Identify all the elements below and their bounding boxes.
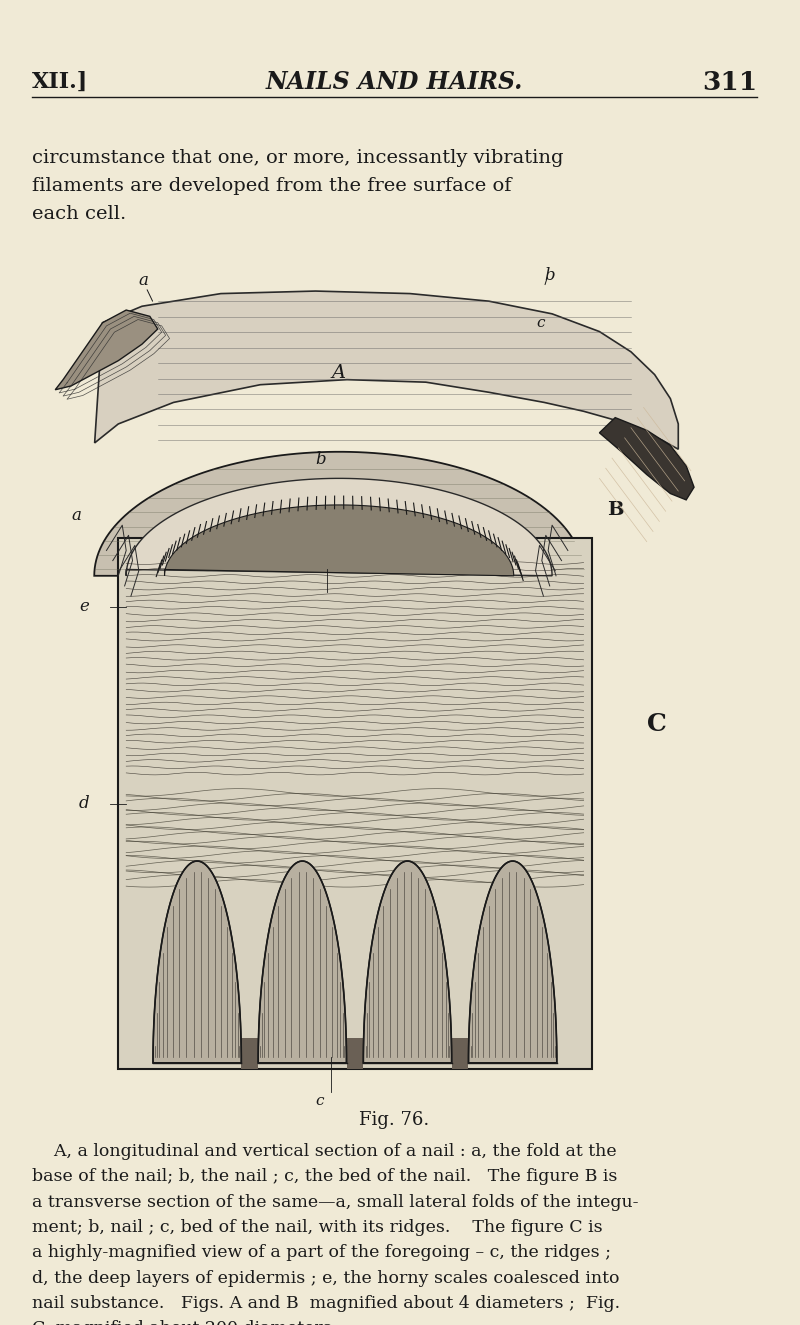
Text: d: d [79,795,90,812]
Text: c: c [315,1094,324,1108]
Polygon shape [94,452,584,576]
Text: d, the deep layers of epidermis ; e, the horny scales coalesced into: d, the deep layers of epidermis ; e, the… [31,1269,619,1287]
Text: c: c [315,594,324,608]
Text: b: b [544,268,555,285]
Text: XII.]: XII.] [31,72,88,93]
Text: a highly-magnified view of a part of the foregoing – c, the ridges ;: a highly-magnified view of a part of the… [31,1244,610,1261]
Polygon shape [165,505,514,576]
Text: A, a longitudinal and vertical section of a nail : a, the fold at the: A, a longitudinal and vertical section o… [31,1143,616,1161]
Bar [242,1037,258,1069]
Polygon shape [153,861,242,1063]
Bar [452,1037,469,1069]
Text: a transverse section of the same—a, small lateral folds of the integu-: a transverse section of the same—a, smal… [31,1194,638,1211]
Text: each cell.: each cell. [31,205,126,223]
Polygon shape [126,478,552,576]
Text: a: a [138,273,148,289]
Polygon shape [363,861,452,1063]
Text: Fig. 76.: Fig. 76. [359,1110,430,1129]
Polygon shape [94,292,678,449]
Text: NAILS AND HAIRS.: NAILS AND HAIRS. [266,70,523,94]
Polygon shape [55,310,158,390]
Bar [118,538,591,1069]
Polygon shape [469,861,557,1063]
Text: A: A [331,364,346,383]
Text: nail substance.   Figs. A and B  magnified about 4 diameters ;  Fig.: nail substance. Figs. A and B magnified … [31,1295,620,1312]
Text: C, magnified about 200 diameters.: C, magnified about 200 diameters. [31,1320,337,1325]
Text: b: b [315,451,326,468]
Text: filaments are developed from the free surface of: filaments are developed from the free su… [31,178,511,195]
Text: circumstance that one, or more, incessantly vibrating: circumstance that one, or more, incessan… [31,150,563,167]
Text: c: c [536,315,545,330]
Bar [346,1037,363,1069]
Text: B: B [607,501,624,519]
Polygon shape [258,861,346,1063]
Text: 311: 311 [702,70,757,95]
Text: base of the nail; b, the nail ; c, the bed of the nail.   The figure B is: base of the nail; b, the nail ; c, the b… [31,1169,617,1186]
Polygon shape [599,417,694,500]
Text: ment; b, nail ; c, bed of the nail, with its ridges.    The figure C is: ment; b, nail ; c, bed of the nail, with… [31,1219,602,1236]
Text: a: a [71,506,81,523]
Text: C: C [646,712,666,735]
Text: e: e [79,599,89,615]
